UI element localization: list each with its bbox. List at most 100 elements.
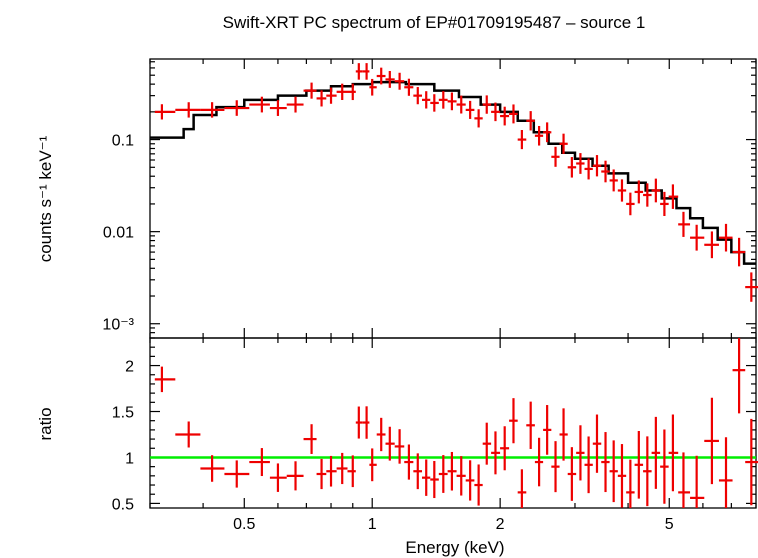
ratio-data-point	[500, 426, 510, 471]
spectrum-data-point	[430, 94, 439, 112]
ratio-frame	[149, 337, 757, 509]
ratio-y-axis-label: ratio	[36, 407, 55, 440]
spectrum-data-point	[609, 169, 618, 192]
spectrum-data-point	[526, 111, 535, 131]
spectrum-data-point	[175, 102, 201, 118]
ratio-data-point	[269, 463, 287, 492]
ratio-data-point	[154, 366, 176, 393]
spectrum-data-point	[517, 130, 527, 150]
ratio-data-point	[617, 444, 627, 508]
ratio-data-point	[517, 469, 527, 508]
ratio-data-point	[347, 455, 356, 488]
ratio-data-point	[509, 398, 518, 444]
ratio-data-point	[394, 429, 405, 464]
spectrum-data-point	[576, 153, 585, 174]
spectrum-data-point	[626, 192, 635, 216]
spectrum-data-point	[690, 224, 705, 251]
ratio-data-point	[421, 459, 431, 496]
ratio-data-point	[732, 338, 746, 414]
spectrum-data-point	[634, 180, 644, 204]
spectrum-data-point	[355, 63, 363, 80]
ratio-data-point	[376, 417, 386, 452]
ratio-data-point	[447, 451, 457, 491]
spectrum-data-point	[732, 237, 746, 267]
spectrum-data-point	[660, 191, 669, 217]
spectrum-data-point	[584, 158, 593, 180]
spectrum-y-tick-label: 0.01	[103, 225, 134, 242]
spectrum-data-point	[651, 178, 661, 203]
spectrum-data-point	[438, 91, 448, 109]
ratio-data-point	[678, 452, 691, 508]
ratio-data-point	[690, 455, 705, 508]
ratio-data-point	[745, 418, 758, 506]
ratio-data-point	[626, 459, 635, 508]
spectrum-data-point	[404, 78, 414, 96]
ratio-data-point	[369, 448, 377, 482]
ratio-data-point	[336, 452, 348, 485]
ratio-data-point	[567, 447, 577, 501]
spectrum-data-point	[551, 146, 560, 167]
spectrum-data-point	[567, 157, 577, 178]
ratio-data-point	[559, 408, 568, 461]
ratio-data-point	[651, 416, 661, 489]
ratio-data-point	[465, 460, 475, 501]
spectrum-data-point	[224, 100, 250, 116]
spectrum-data-point	[718, 223, 733, 252]
spectrum-data-point	[482, 95, 492, 114]
model-step-line	[150, 80, 756, 265]
spectrum-data-point	[601, 160, 610, 183]
spectrum-data-point	[474, 109, 483, 128]
ratio-data-point	[704, 397, 719, 485]
ratio-y-tick-label: 1	[125, 450, 134, 467]
ratio-data-point	[286, 461, 304, 491]
spectrum-data-point	[543, 122, 552, 143]
ratio-data-point	[534, 437, 544, 487]
ratio-data-point	[474, 464, 483, 506]
spectrum-data-point	[592, 155, 602, 177]
ratio-data-point	[592, 414, 602, 473]
ratio-data-point	[249, 448, 270, 477]
ratio-data-point	[526, 401, 535, 449]
spectrum-data-point	[559, 133, 568, 154]
ratio-data-point	[316, 458, 327, 490]
ratio-data-point	[543, 405, 552, 455]
ratio-data-point	[200, 455, 225, 482]
x-tick-label: 2	[496, 516, 505, 533]
spectrum-data-point	[413, 87, 422, 105]
x-axis-label: Energy (keV)	[405, 538, 504, 557]
spectrum-data-point	[509, 104, 518, 124]
spectrum-y-axis-label: counts s⁻¹ keV⁻¹	[36, 135, 55, 262]
spectrum-panel: 0.1 0.01 10⁻³	[102, 58, 758, 339]
x-tick-label: 5	[665, 516, 674, 533]
spectrum-y-tick-label: 0.1	[112, 133, 134, 150]
spectrum-data-point	[394, 72, 405, 90]
spectrum-data-point	[491, 102, 501, 122]
ratio-data-point	[491, 431, 501, 475]
spectrum-data-point	[643, 183, 652, 207]
spectrum-data-point	[745, 272, 758, 302]
x-tick-label: 1	[368, 516, 377, 533]
ratio-data-point	[362, 406, 370, 439]
ratio-data-point	[668, 414, 679, 492]
spectrum-data-point	[704, 231, 719, 259]
spectrum-data-point	[385, 71, 395, 88]
ratio-data-point	[438, 455, 448, 493]
spectrum-data-point	[286, 96, 304, 113]
ratio-data-point	[430, 460, 439, 499]
spectrum-data-point	[465, 100, 475, 119]
spectrum-data-point	[154, 104, 176, 120]
spectrum-data-point	[617, 179, 627, 202]
spectrum-data-point	[456, 95, 466, 114]
ratio-data-point	[634, 431, 644, 499]
ratio-data-point	[609, 440, 618, 503]
spectrum-data-point	[269, 100, 287, 116]
spectrum-data-point	[303, 82, 317, 99]
ratio-data-point	[224, 460, 250, 488]
ratio-y-tick-label: 1.5	[112, 405, 134, 422]
spectrum-data-point	[376, 67, 386, 85]
ratio-data-point	[601, 432, 610, 493]
ratio-data-point	[355, 406, 363, 439]
ratio-data-point	[660, 429, 669, 504]
